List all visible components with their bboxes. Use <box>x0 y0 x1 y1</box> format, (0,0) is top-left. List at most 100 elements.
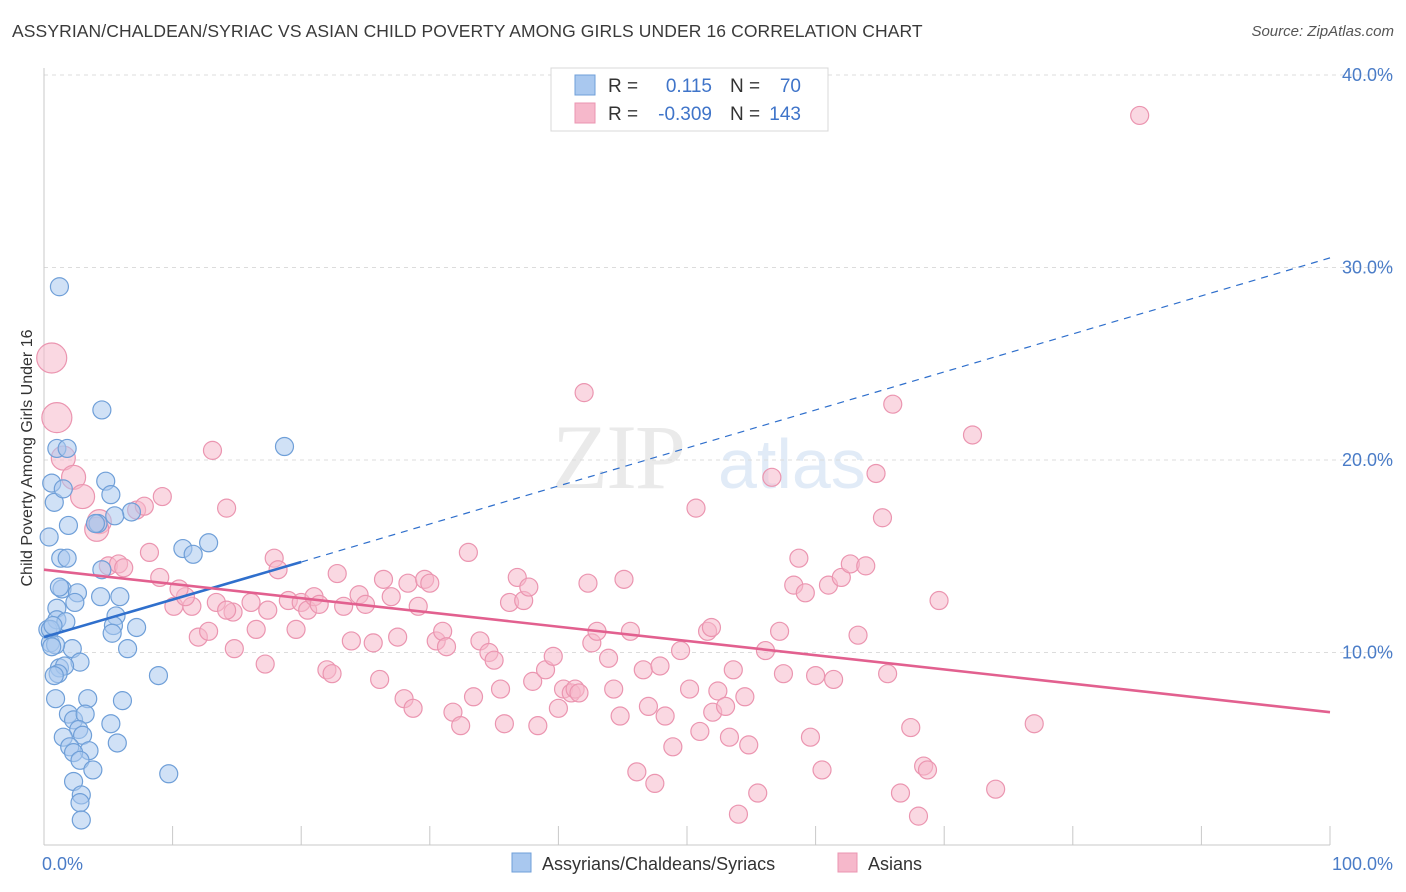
legend-r-value-2: -0.309 <box>658 104 712 125</box>
asian-point-141 <box>1130 105 1150 126</box>
asian-point-134 <box>908 806 929 826</box>
asian-point-63 <box>463 687 484 707</box>
asian-point-6 <box>69 483 96 510</box>
asian-point-46 <box>363 633 383 653</box>
assyrian-trend-line <box>43 560 302 639</box>
assyrian-point-29 <box>110 587 130 607</box>
asian-point-131 <box>883 394 903 414</box>
assyrian-trend-extension <box>301 257 1331 563</box>
assyrian-point-19 <box>199 533 219 553</box>
axes <box>43 68 1331 846</box>
asian-point-26 <box>224 639 244 659</box>
asian-point-16 <box>114 558 134 578</box>
asian-point-115 <box>773 664 794 684</box>
asian-trend-line <box>43 568 1331 714</box>
asian-point-0 <box>36 342 68 374</box>
asian-point-96 <box>655 706 675 726</box>
asian-point-62 <box>458 542 478 563</box>
asian-point-81 <box>569 683 589 703</box>
asian-point-106 <box>719 727 740 747</box>
asian-point-9 <box>152 486 172 507</box>
assyrian-point-22 <box>92 560 112 580</box>
asian-point-43 <box>341 631 361 651</box>
asian-point-140 <box>1024 714 1044 734</box>
legend-r-label-2: R = <box>608 104 638 125</box>
asian-point-142 <box>701 617 722 638</box>
assyrian-point-55 <box>101 714 121 734</box>
asian-point-133 <box>901 717 921 738</box>
asian-point-105 <box>715 696 736 717</box>
stats-legend: R = 0.115 N = 70 R = -0.309 N = 143 <box>550 67 829 132</box>
assyrian-point-64 <box>159 764 179 784</box>
assyrian-point-37 <box>102 623 122 643</box>
assyrian-point-67 <box>70 793 90 813</box>
bottom-legend-asian: Asians <box>868 854 922 874</box>
asian-point-61 <box>451 716 471 736</box>
asian-point-25 <box>217 600 237 620</box>
trend-lines <box>43 257 1331 714</box>
asian-point-121 <box>812 760 832 780</box>
asian-point-138 <box>962 425 983 445</box>
asian-point-132 <box>890 783 911 803</box>
assyrian-point-40 <box>117 639 138 659</box>
asian-point-109 <box>735 687 755 707</box>
asian-point-77 <box>548 698 569 718</box>
asian-point-137 <box>929 590 949 611</box>
assyrian-point-46 <box>44 665 64 686</box>
asian-point-42 <box>334 596 354 616</box>
assyrian-point-48 <box>45 689 66 709</box>
asian-point-139 <box>986 779 1006 799</box>
assyrian-point-2 <box>39 527 59 547</box>
asian-point-34 <box>286 619 306 640</box>
legend-n-value-2: 143 <box>769 104 801 125</box>
asian-point-110 <box>739 735 759 755</box>
assyrian-point-36 <box>126 617 147 638</box>
assyrian-point-41 <box>42 637 62 657</box>
legend-n-value-1: 70 <box>780 76 801 97</box>
asian-point-92 <box>633 660 653 680</box>
assyrian-point-27 <box>65 592 85 613</box>
asian-point-47 <box>370 669 390 690</box>
y-axis-label: Child Poverty Among Girls Under 16 <box>19 329 36 586</box>
asian-point-17 <box>139 542 160 563</box>
assyrian-point-26 <box>90 587 111 607</box>
assyrian-point-18 <box>183 544 203 564</box>
assyrian-point-11 <box>53 479 73 499</box>
asian-point-48 <box>373 569 394 589</box>
assyrian-point-62 <box>70 750 90 770</box>
assyrian-point-47 <box>148 665 169 686</box>
assyrian-point-24 <box>49 577 70 597</box>
asian-point-59 <box>436 637 457 657</box>
watermark: ZIP atlas <box>552 406 866 508</box>
legend-r-value-1: 0.115 <box>666 76 712 97</box>
asian-point-111 <box>748 783 768 803</box>
y-tick-label-0: 10.0% <box>1342 643 1393 663</box>
asian-point-108 <box>728 804 749 824</box>
assyrian-point-16 <box>105 506 125 526</box>
asian-point-82 <box>574 383 594 403</box>
asian-point-91 <box>627 762 647 782</box>
asian-point-130 <box>878 664 898 684</box>
asian-point-41 <box>327 563 347 584</box>
legend-swatch-asian <box>574 102 596 124</box>
legend-swatch-assyrian <box>574 74 596 96</box>
asian-point-23 <box>199 621 219 641</box>
bottom-swatch-asian <box>837 852 858 873</box>
x-tick-label-0: 0.0% <box>42 854 83 874</box>
asian-point-90 <box>620 621 641 641</box>
series-legend: Assyrians/Chaldeans/Syriacs Asians <box>511 852 922 874</box>
assyrian-point-13 <box>121 502 142 522</box>
y-tick-label-3: 40.0% <box>1342 65 1393 85</box>
asian-point-123 <box>824 669 844 690</box>
asian-point-93 <box>638 696 659 717</box>
asian-point-126 <box>848 625 868 645</box>
bottom-legend-assyrian: Assyrians/Chaldeans/Syriacs <box>542 854 775 874</box>
asian-point-127 <box>856 556 876 576</box>
source-label: Source: ZipAtlas.com <box>1251 23 1394 40</box>
asian-point-38 <box>309 594 329 614</box>
asian-point-118 <box>795 583 815 603</box>
bottom-swatch-assyrian <box>511 852 532 873</box>
assyrian-point-69 <box>85 513 106 534</box>
assyrian-point-60 <box>107 733 127 753</box>
